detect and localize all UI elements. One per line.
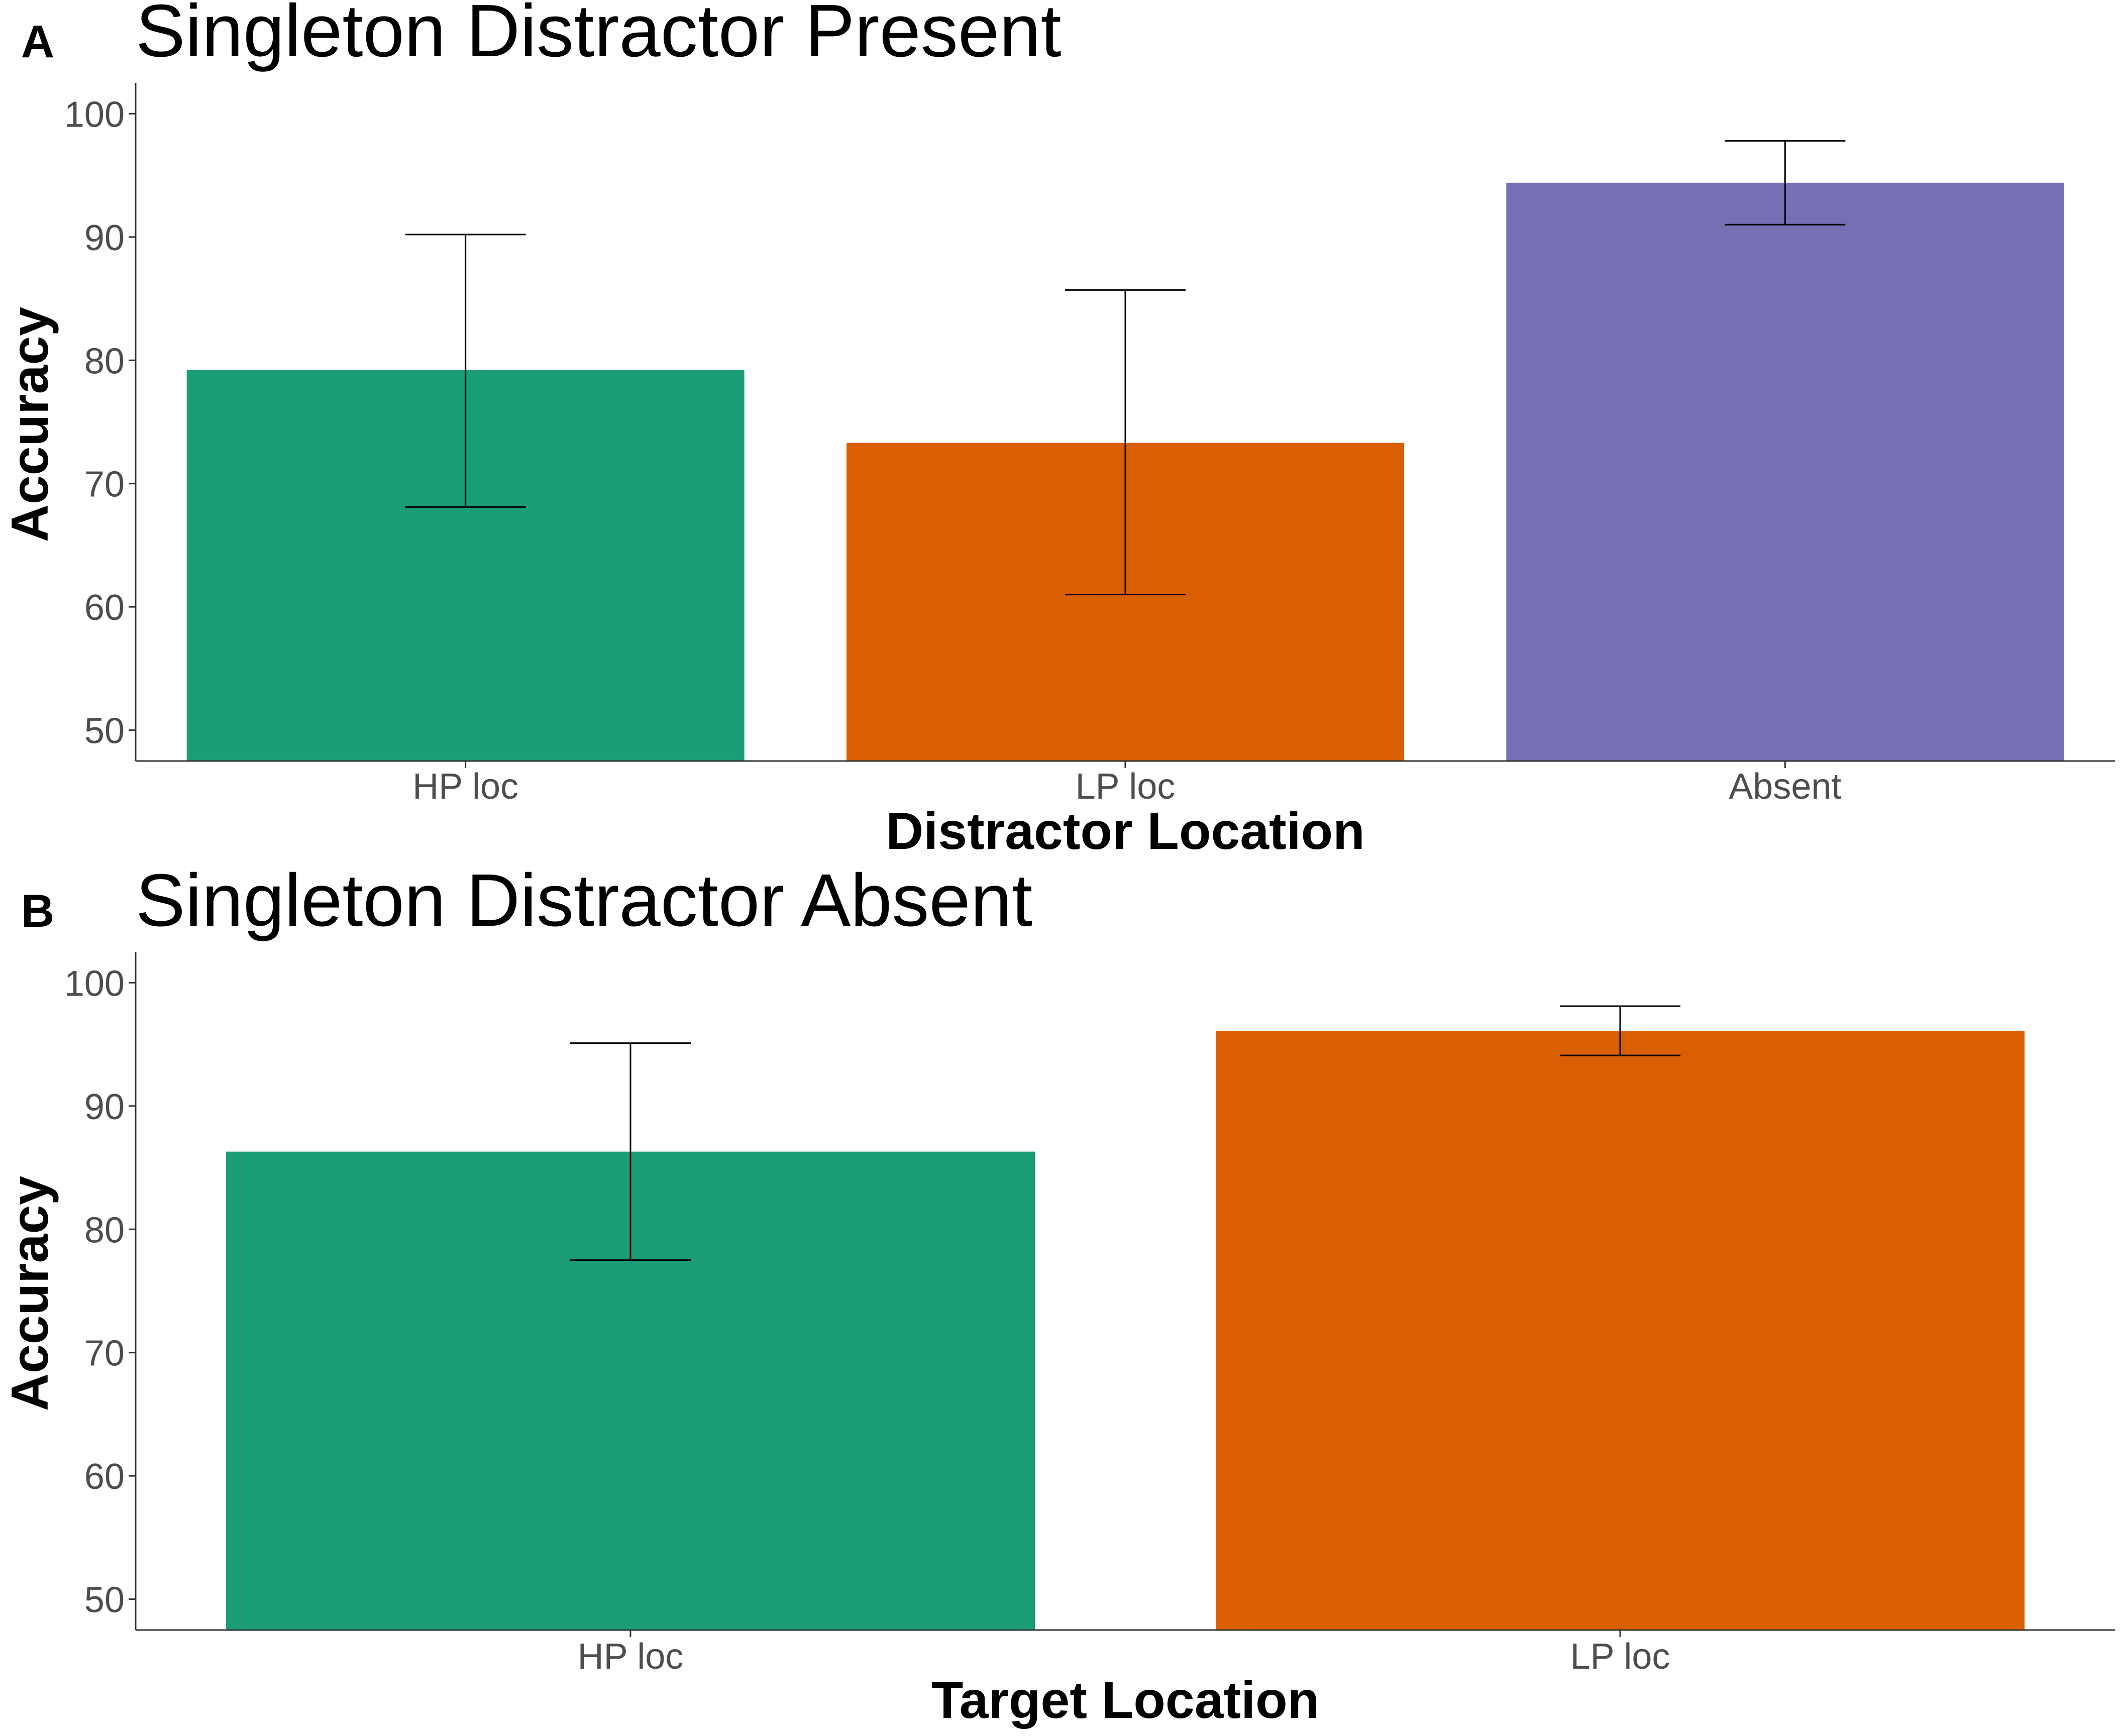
panel-a-letter: A [21,16,54,67]
panel-a-y-tick-label: 90 [84,218,125,258]
panel-b: B Singleton Distractor Absent Target Loc… [1,859,2115,1729]
panel-a-bar [1506,182,2064,762]
panel-a-y-tick-label: 100 [64,94,125,135]
panel-a-y-axis-title: Accuracy [1,307,59,542]
panel-b-x-tick-label: HP loc [578,1637,684,1677]
panel-a-y-tick-label: 80 [84,341,125,381]
panel-a-y-tick-label: 70 [84,465,125,505]
panel-b-y-tick-label: 60 [84,1457,125,1497]
panel-a-y-tick-label: 50 [84,711,125,751]
panel-a-x-tick-label: HP loc [412,767,518,807]
panel-b-y-tick-label: 70 [84,1334,125,1374]
panel-a-x-tick-label: Absent [1729,767,1841,807]
panel-a-x-axis-title: Distractor Location [886,802,1364,860]
panel-b-y-tick-label: 80 [84,1210,125,1250]
panel-b-y-axis-title: Accuracy [1,1176,59,1411]
panel-b-x-tick-label: LP loc [1570,1637,1670,1677]
panel-b-y-tick-label: 50 [84,1580,125,1620]
panel-a-plot-area: 50 60 70 80 90 100 HP loc LP loc Absent [64,83,2115,807]
panel-b-letter: B [21,886,54,937]
panel-b-bar [1216,1031,2025,1630]
panel-a-y-tick-label: 60 [84,588,125,628]
panel-b-y-tick-label: 90 [84,1087,125,1127]
panel-b-title: Singleton Distractor Absent [136,859,1032,942]
panel-b-y-tick-label: 100 [64,963,125,1004]
panel-a-x-tick-label: LP loc [1076,767,1176,807]
panel-a-title: Singleton Distractor Present [136,0,1062,72]
panel-a: A Singleton Distractor Present Distracto… [1,0,2115,860]
panel-b-plot-area: 50 60 70 80 90 100 HP loc LP loc [64,952,2115,1677]
panel-b-x-axis-title: Target Location [931,1671,1319,1729]
